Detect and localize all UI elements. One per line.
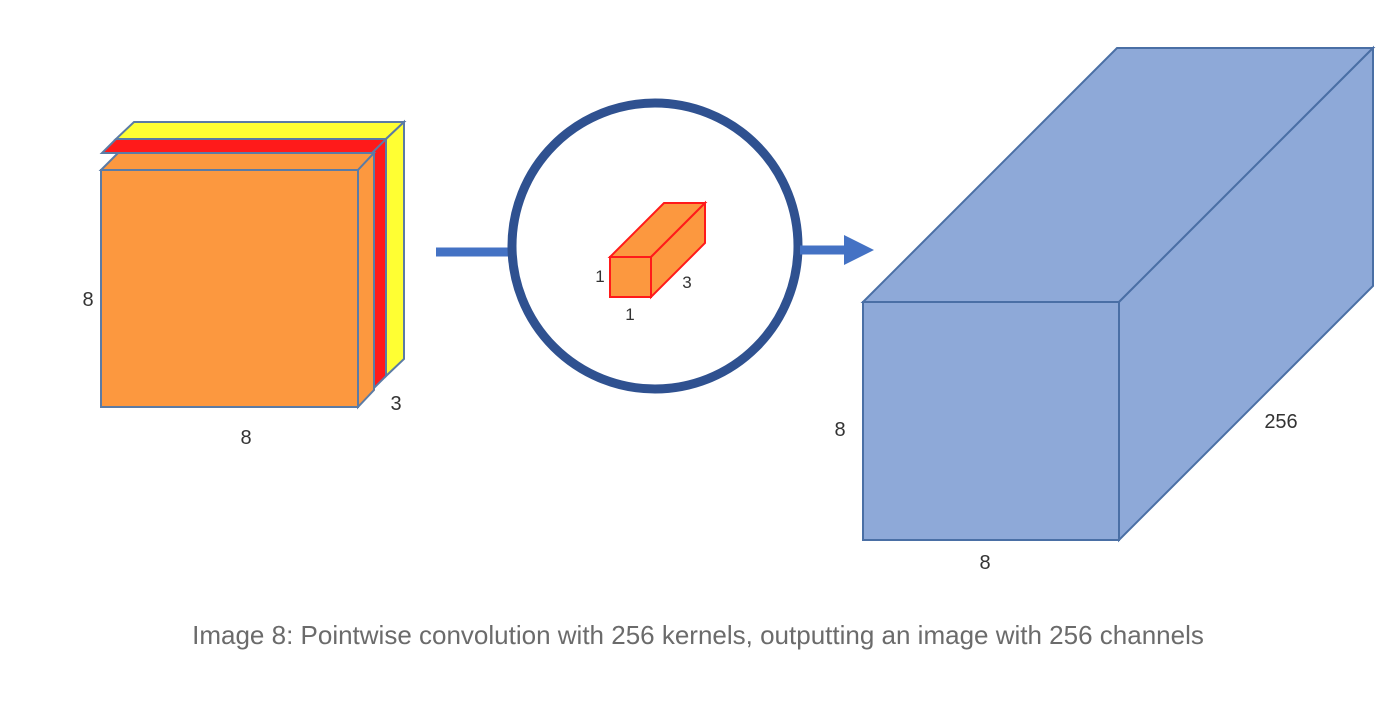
output-depth-label: 256 — [1264, 411, 1297, 433]
pointwise-convolution-diagram: 8 8 3 1 1 3 8 8 256 — [82, 45, 1376, 574]
input-depth-label: 3 — [390, 393, 401, 415]
input-channel-3-side — [385, 119, 405, 379]
kernel-front-face — [609, 256, 652, 298]
input-channel-1-side — [357, 150, 375, 410]
arrow-to-output-head — [844, 235, 874, 265]
kernel-group: 1 1 3 — [507, 98, 803, 394]
kernel-depth-label: 3 — [682, 273, 691, 292]
input-channel-2-top — [99, 138, 389, 154]
input-channel-1-top — [98, 152, 377, 171]
input-block: 8 8 3 — [82, 119, 407, 449]
input-height-label: 8 — [82, 289, 93, 311]
input-channel-3-top — [113, 121, 407, 140]
input-width-label: 8 — [240, 427, 251, 449]
output-front-face — [862, 301, 1120, 541]
kernel-width-label: 1 — [625, 305, 634, 324]
output-width-label: 8 — [979, 552, 990, 574]
output-block: 8 8 256 — [834, 45, 1376, 574]
input-front-face — [100, 169, 359, 408]
output-height-label: 8 — [834, 419, 845, 441]
figure-caption: Image 8: Pointwise convolution with 256 … — [192, 620, 1204, 650]
kernel-height-label: 1 — [595, 267, 604, 286]
